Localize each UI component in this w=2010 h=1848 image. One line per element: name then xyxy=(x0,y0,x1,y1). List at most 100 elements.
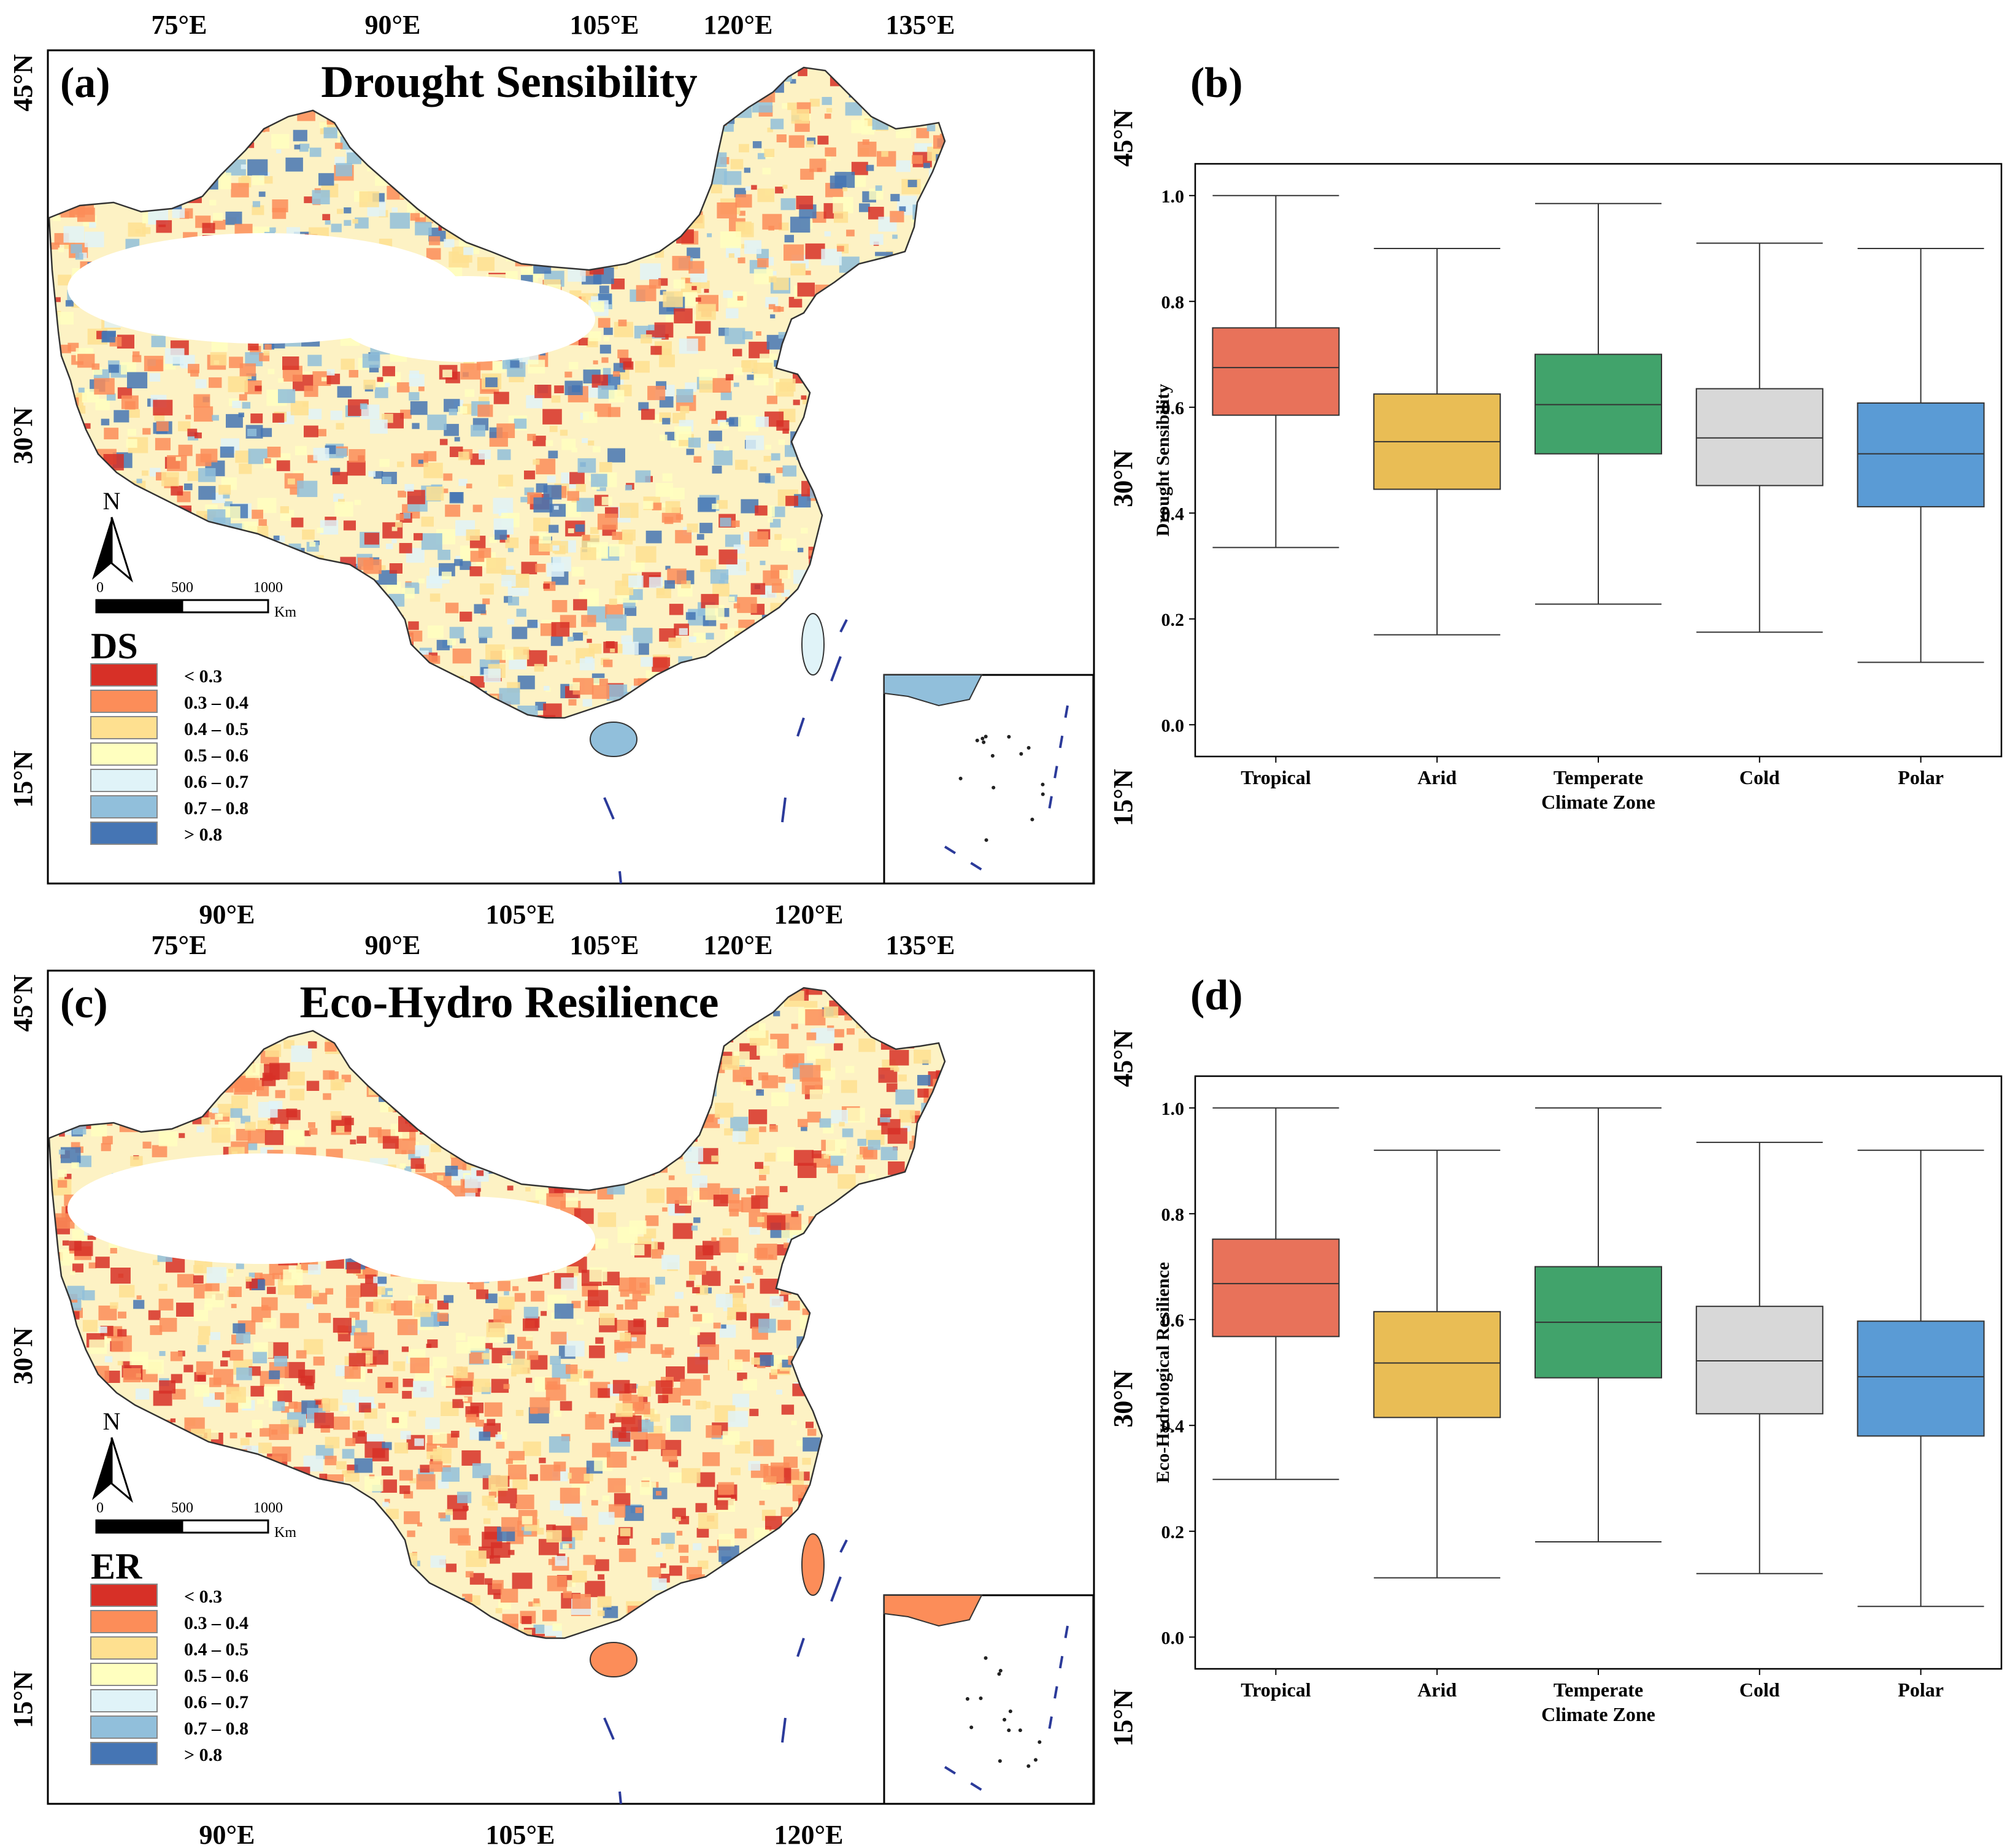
raster-cell xyxy=(247,1129,266,1144)
raster-cell xyxy=(60,1147,81,1163)
raster-cell xyxy=(236,1263,244,1269)
raster-cell xyxy=(70,1271,75,1276)
legend-label: > 0.8 xyxy=(184,825,222,845)
raster-cell xyxy=(723,1307,729,1312)
raster-cell xyxy=(662,473,672,482)
raster-cell xyxy=(734,1528,747,1539)
raster-cell xyxy=(770,118,784,129)
raster-cell xyxy=(550,636,563,646)
raster-cell xyxy=(276,149,282,153)
raster-cell xyxy=(720,517,731,527)
raster-cell xyxy=(742,1379,757,1391)
raster-cell xyxy=(728,1411,749,1427)
raster-cell xyxy=(466,529,480,541)
raster-cell xyxy=(429,655,441,664)
raster-cell xyxy=(643,501,653,509)
raster-cell xyxy=(598,318,610,328)
legend-title: DS xyxy=(91,626,138,666)
raster-cell xyxy=(512,626,528,639)
raster-cell xyxy=(373,471,383,479)
raster-cell xyxy=(379,459,390,468)
raster-cell xyxy=(415,221,432,236)
raster-cell xyxy=(164,348,185,364)
raster-cell xyxy=(127,428,136,436)
raster-cell xyxy=(805,271,811,275)
raster-cell xyxy=(741,244,747,248)
raster-cell xyxy=(616,1304,623,1310)
raster-cell xyxy=(493,1593,501,1600)
raster-cell xyxy=(576,483,586,492)
raster-cell xyxy=(344,220,352,226)
raster-cell xyxy=(770,314,776,318)
raster-cell xyxy=(696,534,704,540)
raster-cell xyxy=(338,499,345,504)
raster-cell xyxy=(549,504,566,517)
raster-cell xyxy=(522,1616,532,1625)
raster-cell xyxy=(680,1556,689,1563)
raster-cell xyxy=(887,1128,907,1144)
raster-cell xyxy=(272,1272,280,1279)
raster-cell xyxy=(599,462,612,472)
raster-cell xyxy=(469,1573,485,1585)
raster-cell xyxy=(669,1472,682,1483)
raster-cell xyxy=(661,1533,675,1544)
china-boundary xyxy=(48,66,946,719)
raster-cell xyxy=(726,418,734,425)
raster-cell xyxy=(533,459,540,465)
raster-cell xyxy=(686,1567,702,1580)
raster-cell xyxy=(582,438,588,443)
raster-cell xyxy=(743,1276,752,1284)
raster-cell xyxy=(747,374,754,380)
raster-cell xyxy=(639,1482,657,1495)
raster-cell xyxy=(135,1388,150,1400)
raster-cell xyxy=(790,79,796,84)
raster-cell xyxy=(652,502,662,510)
raster-cell xyxy=(159,1380,175,1394)
raster-cell xyxy=(691,286,697,290)
raster-cell xyxy=(390,212,410,229)
raster-cell xyxy=(382,1501,389,1507)
raster-cell xyxy=(500,1588,518,1603)
raster-cell xyxy=(868,1139,880,1150)
raster-cell xyxy=(336,423,344,430)
raster-cell xyxy=(119,1285,135,1298)
raster-cell xyxy=(788,1301,800,1311)
raster-cell xyxy=(767,128,773,133)
raster-cell xyxy=(622,641,639,655)
raster-cell xyxy=(637,678,647,685)
raster-cell xyxy=(575,524,585,532)
raster-cell xyxy=(414,533,423,541)
raster-cell xyxy=(650,345,662,355)
raster-cell xyxy=(619,502,639,518)
raster-cell xyxy=(142,227,151,234)
raster-cell xyxy=(809,1089,823,1100)
raster-cell xyxy=(790,217,811,233)
raster-cell xyxy=(569,361,579,370)
raster-cell xyxy=(170,1418,176,1423)
raster-cell xyxy=(515,1495,534,1509)
raster-cell xyxy=(672,1223,693,1239)
raster-cell xyxy=(533,1624,545,1634)
raster-cell xyxy=(208,1112,217,1120)
raster-cell xyxy=(368,471,375,477)
raster-cell xyxy=(591,474,607,487)
raster-cell xyxy=(715,1103,734,1118)
raster-cell xyxy=(757,153,766,160)
raster-cell xyxy=(785,496,798,506)
raster-cell xyxy=(547,475,556,483)
raster-cell xyxy=(545,1384,566,1401)
raster-cell xyxy=(135,229,141,234)
bottom-lon-tick: 120°E xyxy=(774,899,844,930)
raster-cell xyxy=(280,1313,299,1328)
raster-cell xyxy=(445,504,461,517)
raster-cell xyxy=(690,1326,700,1336)
raster-cell xyxy=(699,523,713,534)
raster-cell xyxy=(513,647,529,660)
raster-cell xyxy=(772,506,785,517)
raster-cell xyxy=(842,187,848,191)
raster-cell xyxy=(228,1269,234,1273)
raster-cell xyxy=(258,1442,272,1453)
raster-cell xyxy=(171,485,183,496)
raster-cell xyxy=(680,406,690,414)
raster-cell xyxy=(720,391,732,401)
